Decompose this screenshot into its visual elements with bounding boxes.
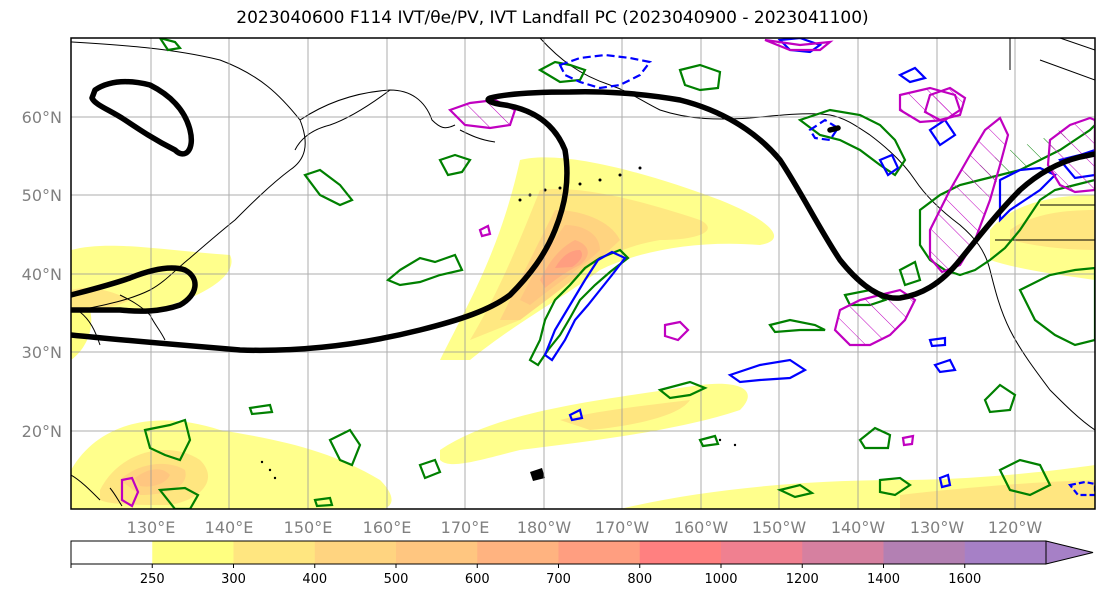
ivt-colorbar: [70, 540, 1094, 565]
colorbar-segment: [152, 541, 234, 564]
lon-label: 170°W: [595, 518, 650, 537]
colorbar-segment: [802, 541, 884, 564]
colorbar-segment: [639, 541, 722, 564]
lat-label: 50°N: [22, 186, 62, 205]
colorbar-tick-label: 300: [221, 572, 246, 587]
colorbar-segment: [721, 541, 803, 564]
lon-label: 180°W: [517, 518, 572, 537]
colorbar-ticks: 250 300 400 500 600 700 800 1000 1200 1400 1600: [70, 564, 981, 587]
lon-label: 130°E: [127, 518, 176, 537]
plot-frame: [70, 37, 1096, 510]
colorbar-segment: [233, 541, 316, 564]
colorbar-segment: [71, 541, 153, 564]
island-chain: [260, 166, 737, 481]
colorbar-tick-label: 800: [627, 572, 652, 587]
colorbar-segment: [477, 541, 559, 564]
colorbar-segment: [314, 541, 397, 564]
pv-negative-contours: [543, 38, 1095, 497]
lat-label: 30°N: [22, 343, 62, 362]
colorbar-extension: [1045, 540, 1094, 565]
lon-label: 160°W: [674, 518, 729, 537]
coastlines: [71, 38, 1095, 507]
colorbar-tick-label: 1200: [786, 572, 819, 587]
latitude-labels: 60°N 50°N 40°N 30°N 20°N: [22, 108, 62, 441]
lon-label: 170°E: [441, 518, 490, 537]
colorbar-segment: [396, 541, 478, 564]
colorbar-tick-label: 500: [384, 572, 409, 587]
colorbar-tick-label: 600: [465, 572, 490, 587]
lat-label: 40°N: [22, 265, 62, 284]
lon-label: 120°W: [988, 518, 1043, 537]
colorbar-tick-label: 700: [546, 572, 571, 587]
colorbar-tick-label: 1400: [867, 572, 900, 587]
lat-label: 20°N: [22, 422, 62, 441]
lon-label: 140°W: [831, 518, 886, 537]
landfall-pc-contours: [120, 38, 1095, 508]
colorbar-segment: [964, 541, 1047, 564]
map-title: 2023040600 F114 IVT/θe/PV, IVT Landfall …: [236, 8, 869, 28]
lon-label: 150°E: [284, 518, 333, 537]
colorbar-tick-label: 250: [140, 572, 165, 587]
colorbar-tick-label: 1600: [948, 572, 981, 587]
lat-label: 60°N: [22, 108, 62, 127]
longitude-labels: 130°E 140°E 150°E 160°E 170°E 180°W 170°W 160°W…: [127, 518, 1043, 537]
colorbar-tick-label: 400: [302, 572, 327, 587]
lon-label: 150°W: [752, 518, 807, 537]
theta-e-contours: [71, 78, 1095, 354]
colorbar-segment: [883, 541, 966, 564]
lon-label: 160°E: [363, 518, 412, 537]
colorbar-tick-label: 1000: [704, 572, 737, 587]
colorbar-segment: [558, 541, 641, 564]
lon-label: 130°W: [910, 518, 965, 537]
lon-label: 140°E: [205, 518, 254, 537]
